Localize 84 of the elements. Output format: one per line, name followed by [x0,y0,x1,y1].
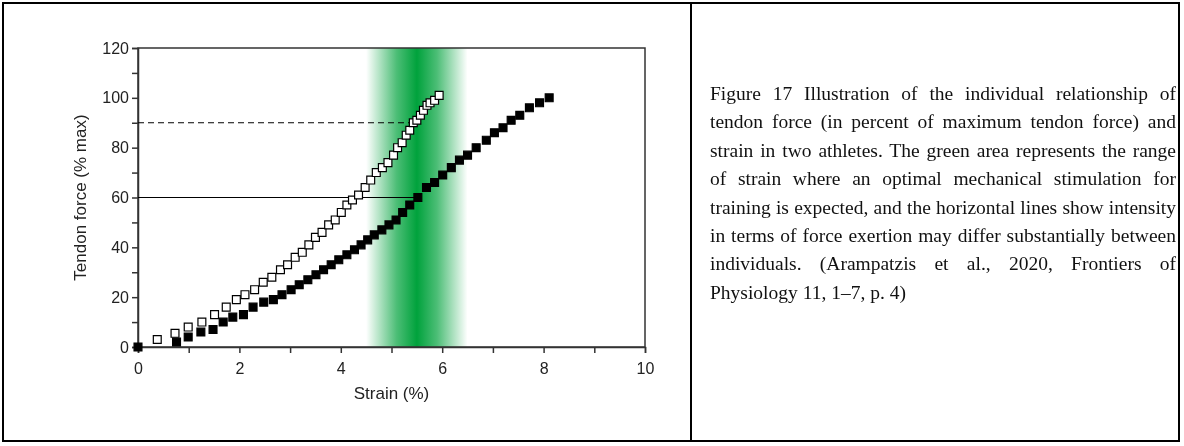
y-tick-label: 0 [120,338,130,356]
point [446,163,456,173]
point [197,317,207,327]
point [317,227,327,237]
x-tick-label: 6 [438,359,448,377]
point [152,334,162,345]
point [170,328,180,338]
point [398,207,408,217]
point [388,150,399,160]
point [294,280,304,290]
point [290,252,300,262]
point [421,183,432,193]
point [196,327,206,337]
y-tick-label: 20 [111,288,130,306]
point [481,135,491,145]
point [535,98,545,108]
point [221,302,231,312]
point [391,215,401,225]
point [258,277,268,287]
y-tick-label: 120 [102,39,130,57]
point [259,297,269,307]
point [231,295,241,305]
y-tick-label: 100 [102,89,130,107]
point [405,200,415,210]
point [489,128,499,138]
caption: Figure 17 Illustration of the individual relationship of tendon force (in percent of maximum tendon force) and strain in two athletes. The green area represents the range of strain where an optimal mechanical stimulation for training is expected, and the horizontal lines show intensity in terms of force exertion may differ substantially between individuals. (Arampatzis et al., 2020, Frontiers of Physiology 11, 1–7, p. 4) [710,82,1176,305]
point [171,337,182,347]
point [342,250,352,260]
point [463,150,473,160]
point [283,260,293,270]
point [430,178,440,188]
point [334,255,344,265]
point [356,240,366,250]
point [434,90,444,100]
point [515,110,525,120]
y-tick-label: 60 [111,189,130,207]
point [366,175,376,185]
point [363,235,373,245]
point [286,285,296,295]
point [238,310,248,320]
point [360,183,370,193]
point [471,143,481,153]
x-tick-label: 8 [539,359,549,377]
point [544,93,554,103]
point [218,317,228,327]
point [498,123,508,133]
y-axis-title: Tendon force (% max) [71,114,90,281]
point [183,332,193,342]
point [326,260,336,270]
point [275,265,285,275]
point [183,322,193,332]
point [311,270,321,280]
x-tick-label: 0 [134,359,144,377]
point [524,103,534,113]
point [330,215,340,225]
point [304,240,314,250]
point [506,115,516,125]
point [369,230,379,240]
point [268,295,278,305]
point [250,285,260,295]
x-axis-title: Strain (%) [353,384,430,403]
point [377,225,387,235]
point [267,272,277,282]
point [354,190,364,200]
point [297,247,307,257]
point [319,265,329,275]
point [454,155,464,165]
point [303,275,313,285]
x-tick-label: 4 [336,359,346,377]
point [405,125,415,135]
x-tick-label: 2 [235,359,245,377]
point [208,325,218,335]
x-tick-label: 10 [636,359,655,377]
point [438,170,448,180]
point [228,312,238,322]
point [210,310,220,320]
point [384,220,394,230]
point [248,302,258,312]
point [413,192,423,203]
point [277,290,287,300]
point [383,158,393,168]
y-tick-label: 80 [111,139,130,157]
point [240,290,250,300]
y-tick-label: 40 [111,238,130,256]
